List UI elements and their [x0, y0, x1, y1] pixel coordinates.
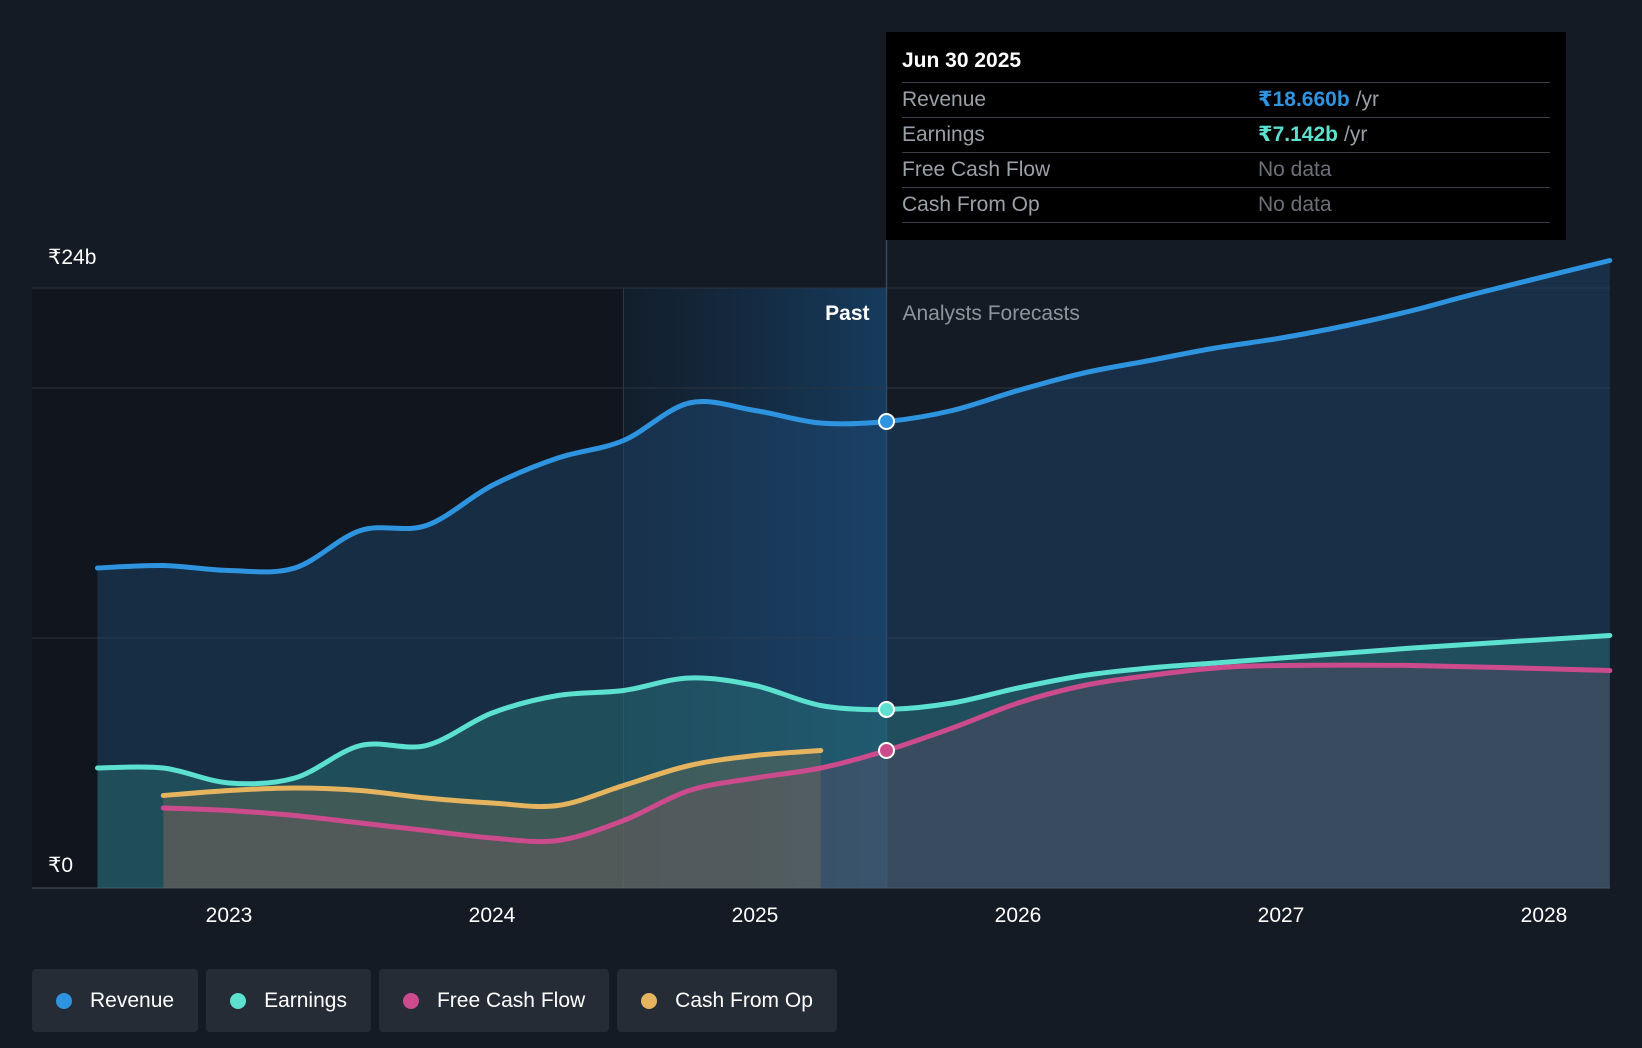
free-cash-flow-area	[163, 665, 1610, 888]
tooltip: Jun 30 2025 Revenue ₹18.660b /yr Earning…	[886, 32, 1566, 240]
legend: Revenue Earnings Free Cash Flow Cash Fro…	[32, 969, 837, 1032]
tooltip-value: No data	[1258, 193, 1332, 216]
tooltip-value: No data	[1258, 158, 1332, 181]
legend-label: Free Cash Flow	[436, 988, 586, 1012]
x-tick-label: 2026	[995, 904, 1042, 927]
tooltip-row-cash-from-op: Cash From Op No data	[902, 188, 1550, 223]
tooltip-value: ₹18.660b	[1258, 88, 1350, 111]
x-tick-label: 2024	[469, 904, 516, 927]
tooltip-label: Cash From Op	[902, 193, 1040, 216]
past-label: Past	[825, 302, 869, 325]
revenue-marker	[878, 413, 895, 430]
tooltip-row-free-cash-flow: Free Cash Flow No data	[902, 153, 1550, 188]
x-tick-label: 2027	[1258, 904, 1305, 927]
y-axis-label-min: ₹0	[48, 854, 73, 877]
tooltip-date: Jun 30 2025	[902, 46, 1550, 83]
revenue-line	[95, 258, 1613, 575]
tooltip-value: ₹7.142b	[1258, 123, 1338, 146]
earnings-marker	[878, 700, 895, 718]
legend-label: Cash From Op	[675, 988, 813, 1012]
tooltip-row-revenue: Revenue ₹18.660b /yr	[902, 83, 1550, 118]
tooltip-label: Earnings	[902, 123, 985, 146]
cash-from-op-line	[160, 748, 824, 810]
x-tick-label: 2025	[732, 904, 779, 927]
earnings-line	[95, 633, 1613, 787]
legend-item-cash-from-op[interactable]: Cash From Op	[617, 969, 837, 1032]
legend-item-free-cash-flow[interactable]: Free Cash Flow	[378, 969, 610, 1032]
revenue-area	[97, 260, 1610, 888]
x-tick-label: 2028	[1521, 904, 1568, 927]
legend-item-earnings[interactable]: Earnings	[206, 969, 371, 1032]
free-cash-flow-line	[160, 662, 1613, 845]
earnings-dot-icon	[230, 992, 247, 1009]
legend-label: Earnings	[264, 988, 347, 1012]
x-tick-label: 2023	[206, 904, 253, 927]
legend-label: Revenue	[90, 988, 175, 1012]
revenue-dot-icon	[56, 992, 72, 1009]
tooltip-label: Free Cash Flow	[902, 158, 1051, 181]
free-cash-flow-dot-icon	[402, 992, 419, 1009]
tooltip-unit: /yr	[1355, 88, 1379, 111]
cash-from-op-area	[163, 750, 821, 888]
free-cash-flow-marker	[878, 742, 895, 759]
tooltip-label: Revenue	[902, 88, 987, 111]
cash-from-op-dot-icon	[641, 992, 658, 1009]
forecast-label: Analysts Forecasts	[903, 302, 1080, 325]
financial-chart: ₹24b ₹0 2023 2024 2025 2026 2027 2028 Past Analys…	[32, 240, 1613, 927]
y-axis-label-max: ₹24b	[48, 246, 96, 269]
tooltip-unit: /yr	[1344, 123, 1368, 146]
legend-item-revenue[interactable]: Revenue	[32, 969, 199, 1032]
tooltip-row-earnings: Earnings ₹7.142b /yr	[902, 118, 1550, 153]
